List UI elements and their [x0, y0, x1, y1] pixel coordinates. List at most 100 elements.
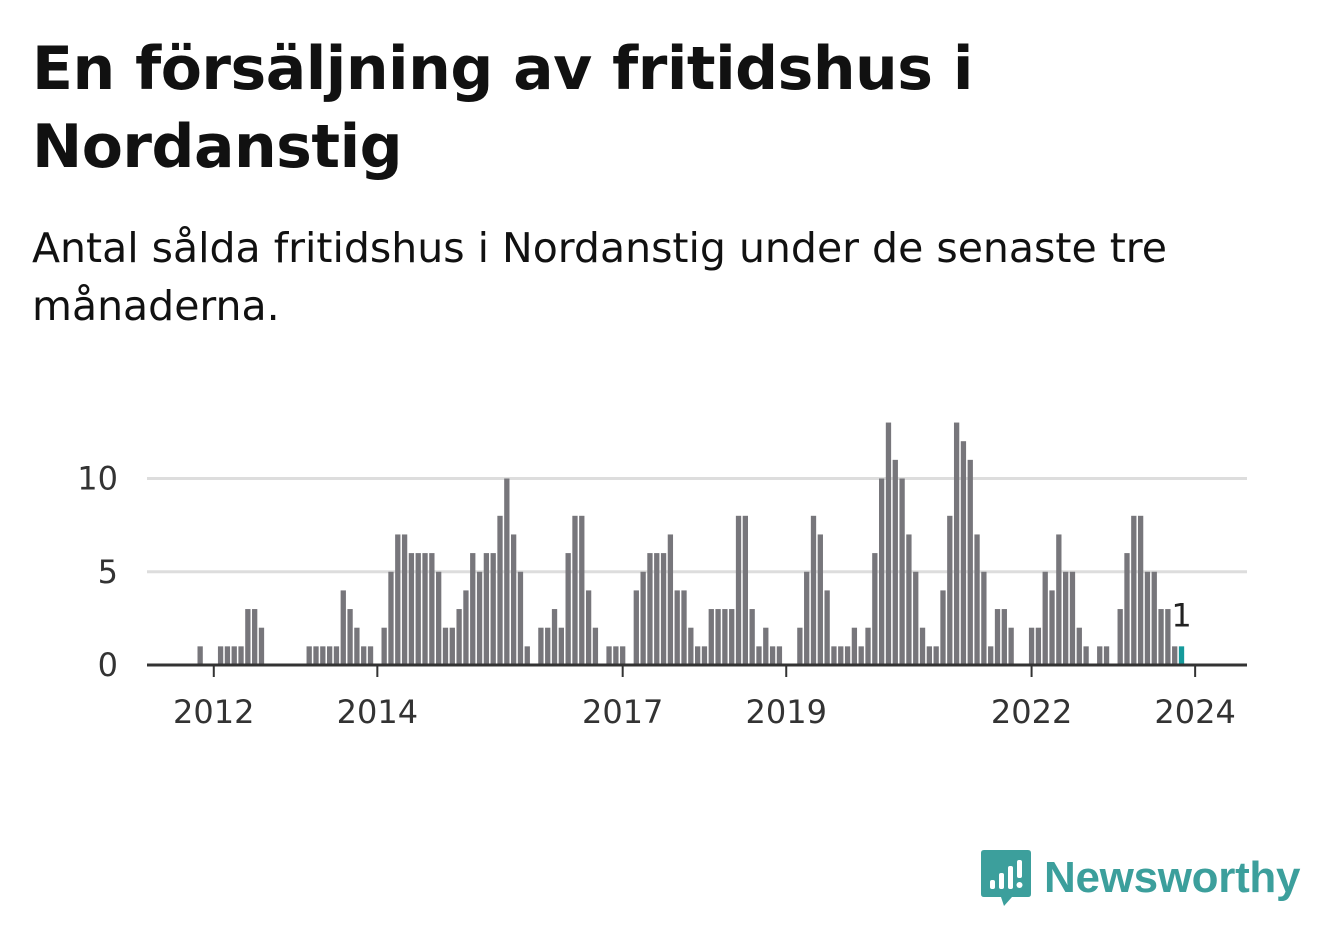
bar: [524, 646, 530, 665]
bar: [776, 646, 783, 665]
bar: [797, 627, 803, 665]
bar: [953, 422, 960, 665]
gridlines: [147, 477, 1247, 574]
bar: [701, 646, 708, 665]
bar: [988, 646, 994, 665]
data-labels: 1: [1171, 596, 1191, 634]
y-tick-label: 5: [98, 553, 118, 591]
brand-name: Newsworthy: [1044, 853, 1301, 902]
bar: [483, 553, 490, 665]
bar: [333, 646, 340, 665]
x-tick-label: 2017: [582, 693, 663, 731]
bar: [810, 515, 817, 665]
bar: [442, 627, 449, 665]
x-tick-label: 2014: [337, 693, 418, 731]
bar: [510, 534, 517, 665]
newsworthy-logo: Newsworthy: [980, 848, 1300, 908]
bar: [224, 646, 231, 665]
bar: [729, 609, 735, 665]
bar: [1151, 571, 1157, 665]
bar: [695, 646, 701, 665]
bar: [217, 646, 224, 665]
bar: [258, 627, 265, 665]
bar: [354, 627, 360, 665]
bar: [545, 627, 551, 665]
chart-subtitle: Antal sålda fritidshus i Nordanstig unde…: [32, 224, 1167, 330]
bar: [401, 534, 408, 665]
bar: [756, 646, 762, 665]
bar: [742, 515, 748, 665]
bar: [422, 553, 428, 665]
bar: [408, 553, 415, 665]
x-axis: 2012 2014 2017 2019 2022 2024: [173, 665, 1236, 731]
chart-title: En försäljning av fritidshus i Nordansti…: [32, 34, 973, 182]
bar: [1069, 571, 1076, 665]
bar: [388, 571, 394, 665]
bar: [306, 646, 312, 665]
bar: [436, 571, 442, 665]
bar: [470, 553, 476, 665]
bar: [313, 646, 319, 665]
bar: [1137, 515, 1144, 665]
bar: [967, 459, 973, 665]
bar: [667, 534, 674, 665]
bar: [463, 590, 469, 665]
bar: [395, 534, 401, 665]
bar: [613, 646, 619, 665]
bar: [1158, 609, 1164, 665]
bar: [1076, 627, 1082, 665]
bar-chart: 0 5 10 2012 2014 2017 2019 2022 2024 1: [77, 422, 1247, 731]
bar: [769, 646, 776, 665]
bar: [763, 627, 769, 665]
bar: [1103, 646, 1110, 665]
bar: [913, 571, 919, 665]
bar: [565, 553, 571, 665]
bar: [919, 627, 926, 665]
bar: [517, 571, 524, 665]
bar: [620, 646, 626, 665]
bar: [585, 590, 592, 665]
bar: [551, 609, 558, 665]
bar: [326, 646, 333, 665]
bar: [879, 478, 885, 665]
bar: [1172, 646, 1178, 665]
bar: [885, 422, 892, 665]
bar: [1035, 627, 1042, 665]
y-tick-label: 10: [77, 460, 118, 498]
bar: [320, 646, 326, 665]
bar: [633, 590, 639, 665]
bar: [994, 609, 1001, 665]
bar: [933, 646, 939, 665]
bar: [817, 534, 823, 665]
bar: [592, 627, 599, 665]
bar: [640, 571, 646, 665]
bar: [674, 590, 680, 665]
x-tick-label: 2019: [746, 693, 827, 731]
bar: [1144, 571, 1151, 665]
bar: [504, 478, 510, 665]
bar: [558, 627, 564, 665]
bar: [831, 646, 837, 665]
x-tick-label: 2022: [991, 693, 1072, 731]
bar: [899, 478, 905, 665]
bar: [1165, 609, 1171, 665]
bar: [844, 646, 851, 665]
bar: [838, 646, 844, 665]
bar: [851, 627, 858, 665]
bar: [456, 609, 462, 665]
bar: [606, 646, 612, 665]
bar: [415, 553, 421, 665]
bar: [872, 553, 878, 665]
bar-latest: [1178, 646, 1185, 665]
bar: [340, 590, 346, 665]
bar: [538, 627, 544, 665]
bar: [381, 627, 387, 665]
bar: [824, 590, 830, 665]
bar: [749, 609, 755, 665]
y-tick-label: 0: [98, 646, 118, 684]
bar: [981, 571, 987, 665]
bar: [347, 609, 353, 665]
bar: [926, 646, 933, 665]
bar: [1097, 646, 1103, 665]
bar: [1063, 571, 1069, 665]
